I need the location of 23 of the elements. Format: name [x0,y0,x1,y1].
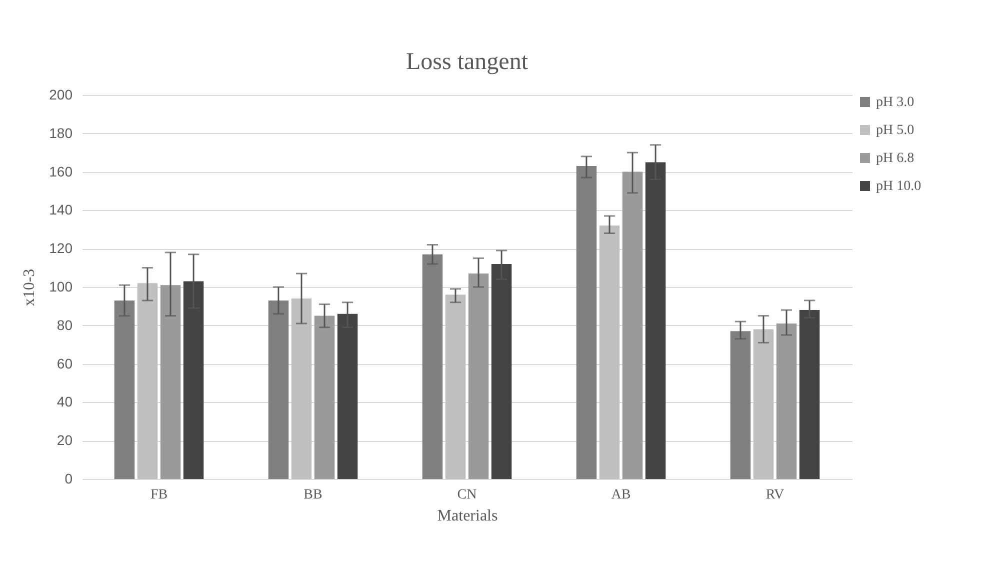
y-tick-label: 60 [56,355,73,372]
y-tick-label: 200 [49,86,73,102]
y-tick-label: 140 [49,202,73,218]
x-tick-label: FB [150,488,168,502]
x-tick-label: BB [304,488,322,502]
legend-label: pH 5.0 [876,123,914,138]
y-tick-label: 180 [49,124,73,141]
y-tick-label: 160 [49,163,73,180]
x-tick-label: CN [457,488,477,502]
y-tick-label: 0 [64,470,73,486]
y-tick-label: 40 [56,394,73,410]
x-axis-title: Materials [437,508,498,524]
y-tick-label: 20 [56,432,73,448]
legend-label: pH 3.0 [876,95,914,110]
x-tick-label: AB [611,488,631,502]
x-tick-label: RV [766,488,784,502]
y-tick-label: 100 [49,278,73,294]
y-tick-label: 120 [49,240,73,256]
chart-title: Loss tangent [406,49,528,75]
legend-label: pH 6.8 [876,151,914,166]
y-tick-label: 80 [56,316,73,333]
legend-label: pH 10.0 [876,179,922,194]
y-axis-title: x10-3 [21,268,38,306]
